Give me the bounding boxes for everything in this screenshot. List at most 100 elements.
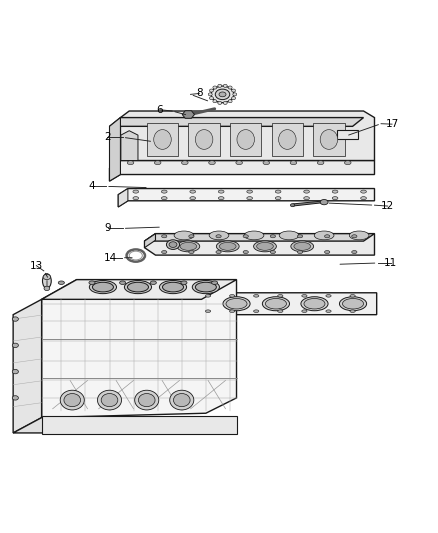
Bar <box>147 123 178 156</box>
Ellipse shape <box>127 161 134 165</box>
Ellipse shape <box>213 86 217 89</box>
Polygon shape <box>13 300 42 433</box>
Ellipse shape <box>325 251 330 254</box>
Ellipse shape <box>228 100 232 103</box>
Ellipse shape <box>154 161 161 165</box>
Ellipse shape <box>170 390 194 410</box>
Ellipse shape <box>230 310 235 312</box>
Bar <box>272 123 303 156</box>
Bar <box>188 123 220 156</box>
Ellipse shape <box>279 231 299 240</box>
Polygon shape <box>145 233 374 241</box>
Polygon shape <box>191 293 199 314</box>
Ellipse shape <box>212 281 218 285</box>
Ellipse shape <box>190 197 195 200</box>
Ellipse shape <box>290 204 295 207</box>
Ellipse shape <box>190 190 195 193</box>
Ellipse shape <box>195 282 216 292</box>
Ellipse shape <box>302 295 307 297</box>
Ellipse shape <box>209 231 229 240</box>
Polygon shape <box>110 118 120 181</box>
Ellipse shape <box>352 251 357 254</box>
Ellipse shape <box>12 317 18 321</box>
Ellipse shape <box>101 393 118 407</box>
Ellipse shape <box>302 310 307 312</box>
Ellipse shape <box>180 243 197 251</box>
Ellipse shape <box>181 161 188 165</box>
Ellipse shape <box>162 282 184 292</box>
Ellipse shape <box>294 243 311 251</box>
Ellipse shape <box>223 101 227 104</box>
Ellipse shape <box>262 297 290 311</box>
Ellipse shape <box>233 93 237 96</box>
Ellipse shape <box>161 197 167 200</box>
Bar <box>230 123 261 156</box>
Ellipse shape <box>332 190 338 193</box>
Polygon shape <box>110 118 364 126</box>
Polygon shape <box>118 189 374 207</box>
Ellipse shape <box>247 197 253 200</box>
Ellipse shape <box>325 235 330 238</box>
Ellipse shape <box>133 190 138 193</box>
Polygon shape <box>145 233 374 255</box>
Text: 11: 11 <box>384 258 397 268</box>
Text: 9: 9 <box>105 223 112 233</box>
Ellipse shape <box>89 280 117 294</box>
Ellipse shape <box>216 241 239 252</box>
Ellipse shape <box>361 190 366 193</box>
Ellipse shape <box>320 199 328 205</box>
Text: 8: 8 <box>196 88 203 99</box>
Ellipse shape <box>159 280 187 294</box>
Ellipse shape <box>216 235 221 238</box>
Ellipse shape <box>218 197 224 200</box>
Ellipse shape <box>270 251 276 254</box>
Ellipse shape <box>257 243 273 251</box>
Ellipse shape <box>223 84 227 87</box>
Ellipse shape <box>263 161 269 165</box>
Ellipse shape <box>265 298 286 309</box>
Ellipse shape <box>350 295 355 297</box>
Polygon shape <box>42 280 237 300</box>
Ellipse shape <box>320 130 338 149</box>
Ellipse shape <box>236 161 243 165</box>
Ellipse shape <box>326 310 331 312</box>
Ellipse shape <box>189 251 194 254</box>
Ellipse shape <box>352 235 357 238</box>
Ellipse shape <box>177 241 200 252</box>
Polygon shape <box>182 111 194 118</box>
Ellipse shape <box>350 310 355 312</box>
Text: 17: 17 <box>385 119 399 129</box>
Ellipse shape <box>339 297 367 311</box>
Ellipse shape <box>218 101 222 104</box>
Polygon shape <box>42 280 237 418</box>
Ellipse shape <box>162 251 167 254</box>
Ellipse shape <box>278 310 283 312</box>
Text: 12: 12 <box>381 201 394 211</box>
Ellipse shape <box>317 161 324 165</box>
Ellipse shape <box>44 286 49 290</box>
Ellipse shape <box>275 197 281 200</box>
Ellipse shape <box>291 241 314 252</box>
Ellipse shape <box>208 161 215 165</box>
Ellipse shape <box>279 130 296 149</box>
Ellipse shape <box>218 190 224 193</box>
Ellipse shape <box>97 390 121 410</box>
Text: 6: 6 <box>156 104 163 115</box>
Ellipse shape <box>169 242 177 247</box>
Ellipse shape <box>219 92 226 97</box>
Ellipse shape <box>162 235 167 238</box>
Ellipse shape <box>12 395 18 400</box>
Text: 2: 2 <box>104 132 111 142</box>
Text: 14: 14 <box>104 253 117 263</box>
Ellipse shape <box>205 310 211 312</box>
Ellipse shape <box>314 231 334 240</box>
Polygon shape <box>118 189 128 207</box>
Bar <box>313 123 345 156</box>
Ellipse shape <box>213 100 217 103</box>
Ellipse shape <box>301 297 328 311</box>
Polygon shape <box>110 160 374 181</box>
Ellipse shape <box>270 235 276 238</box>
Polygon shape <box>120 111 374 160</box>
Ellipse shape <box>254 310 259 312</box>
Ellipse shape <box>332 197 338 200</box>
